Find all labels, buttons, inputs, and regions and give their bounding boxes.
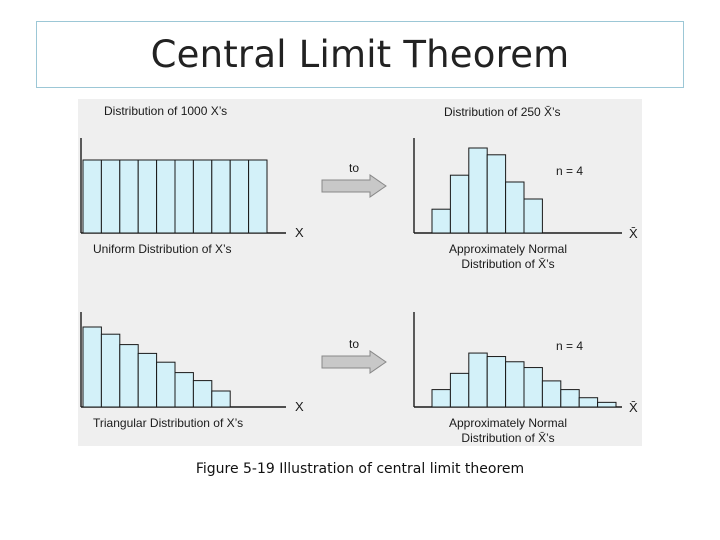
left-hist-bar: [82, 326, 102, 408]
right-axis-label: X̄: [629, 226, 638, 241]
arrow-icon: [321, 174, 387, 198]
right-hist-bar: [505, 181, 525, 234]
left-hist-bar: [229, 159, 250, 234]
left-hist-bar: [174, 372, 194, 408]
figure-caption: Figure 5-19 Illustration of central limi…: [195, 461, 525, 477]
left-hist-bar: [174, 159, 194, 234]
right-hist-bar: [523, 198, 543, 234]
right-hist-bar: [449, 174, 470, 234]
right-hist-bar: [449, 372, 470, 408]
right-hist-bar: [560, 389, 580, 408]
right-hist-caption-line2: Distribution of X̄’s: [461, 431, 554, 445]
left-hist-bar: [156, 159, 176, 234]
clt-figure: Distribution of 1000 X’s Distribution of …: [78, 99, 642, 446]
right-hist-caption-line1: Approximately Normal: [449, 416, 567, 430]
sample-size-label: n = 4: [556, 339, 583, 353]
right-hist-bar: [431, 389, 451, 408]
left-hist-bar: [100, 333, 121, 408]
left-hist-bar: [192, 380, 213, 408]
right-hist-bar: [486, 356, 507, 408]
sample-size-label: n = 4: [556, 164, 583, 178]
left-hist-bar: [137, 352, 158, 408]
right-hist-bar: [523, 367, 543, 408]
left-axis-label: X: [295, 225, 304, 240]
title-box: Central Limit Theorem: [36, 21, 684, 88]
left-axis-label: X: [295, 399, 304, 414]
left-hist-bar: [119, 344, 139, 408]
right-hist-bar: [431, 208, 451, 234]
arrow-label: to: [349, 337, 359, 351]
right-hist-caption-line1: Approximately Normal: [449, 242, 567, 256]
left-hist-bar: [156, 361, 176, 408]
right-hist-caption-line2: Distribution of X̄’s: [461, 257, 554, 271]
right-axis-label: X̄: [629, 400, 638, 415]
left-hist-bar: [248, 159, 268, 234]
right-hist-bar: [597, 401, 617, 408]
left-hist-caption: Triangular Distribution of X’s: [93, 416, 243, 430]
left-hist-bar: [82, 159, 102, 234]
arrow-label: to: [349, 161, 359, 175]
right-hist-bar: [541, 380, 562, 408]
left-hist-bar: [100, 159, 121, 234]
left-hist-title: Distribution of 1000 X’s: [104, 104, 227, 118]
clt-figure-svg: Distribution of 1000 X’s Distribution of …: [80, 104, 638, 445]
left-hist-bar: [192, 159, 213, 234]
right-hist-bar: [486, 154, 507, 234]
left-hist-bar: [119, 159, 139, 234]
left-hist-bar: [211, 159, 231, 234]
right-hist-bar: [505, 361, 525, 408]
arrow-icon: [321, 350, 387, 374]
left-hist-bar: [137, 159, 158, 234]
right-hist-bar: [468, 352, 488, 408]
right-hist-title: Distribution of 250 X̄’s: [444, 105, 561, 119]
slide-title: Central Limit Theorem: [150, 33, 570, 76]
left-hist-caption: Uniform Distribution of X’s: [93, 242, 232, 256]
right-hist-bar: [578, 397, 599, 408]
left-hist-bar: [211, 390, 231, 408]
right-hist-bar: [468, 147, 488, 234]
